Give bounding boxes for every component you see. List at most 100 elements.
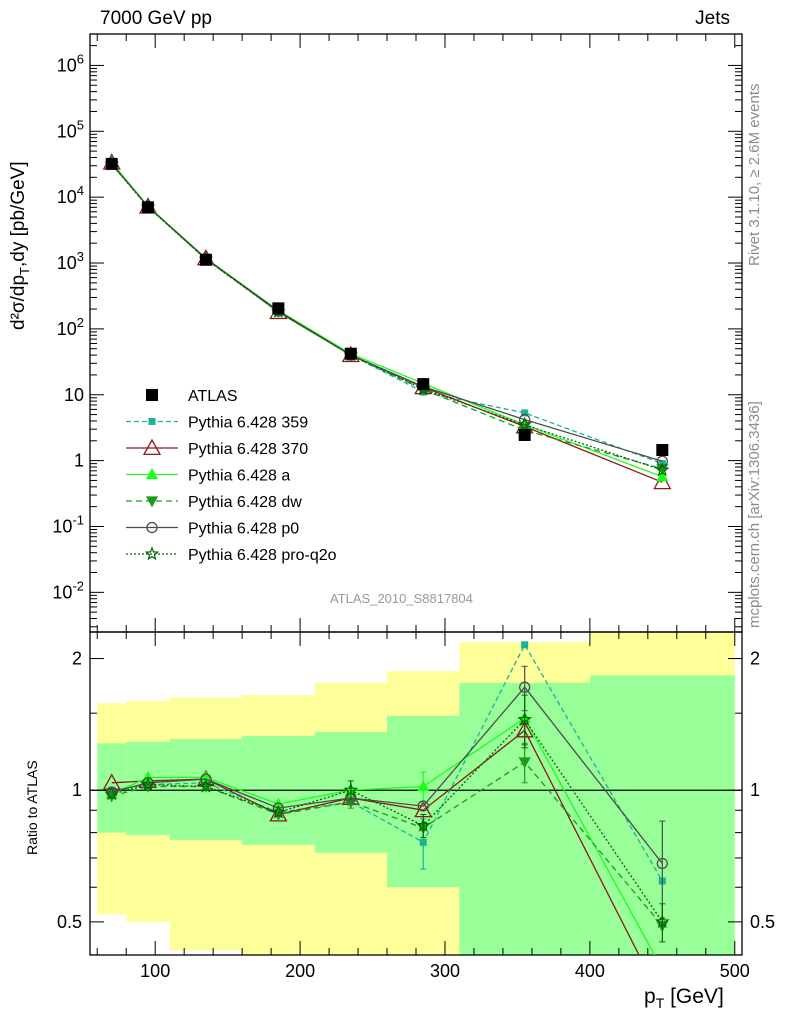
ratio-point-pp0 — [272, 802, 285, 814]
ratio-point-pq2o — [517, 711, 532, 726]
y-tick-label: 103 — [57, 249, 84, 273]
y-tick-exponent: 2 — [77, 315, 84, 330]
x-axis-label: pT [GeV] — [644, 985, 724, 1011]
main-line-pq2o — [111, 163, 663, 471]
legend-label-data: ATLAS — [188, 388, 238, 405]
legend-label-pdw: Pythia 6.428 dw — [188, 494, 302, 511]
x-tick-label: 300 — [430, 961, 460, 981]
main-line-p370 — [111, 162, 663, 483]
ratio-uncertainty-bands — [97, 632, 735, 955]
ratio-point-pq2o — [198, 778, 214, 793]
legend-label-pa: Pythia 6.428 a — [188, 468, 290, 485]
main-point-data — [656, 443, 669, 456]
ratio-point-pq2o — [140, 776, 156, 791]
ratio-panel-series — [102, 641, 670, 955]
y-tick-exponent: 5 — [77, 117, 84, 132]
main-point-data — [272, 302, 285, 315]
y-tick-label: 104 — [57, 183, 84, 207]
main-point-data — [199, 253, 212, 266]
ratio-point-pq2o — [271, 804, 286, 819]
legend: ATLAS Pythia 6.428 359 Pythia 6.428 370 Pyt… — [126, 388, 337, 564]
legend-label-p359: Pythia 6.428 359 — [188, 415, 308, 432]
ratio-point-pp0 — [200, 773, 212, 785]
x-label-main: p — [644, 985, 656, 1008]
x-tick-label: 200 — [285, 961, 315, 981]
observable-label: Jets — [695, 8, 730, 29]
main-y-axis-label: d²σ/dpT,dy [pb/GeV] — [8, 161, 32, 330]
y-label-sub: T — [16, 267, 32, 275]
ratio-point-p359 — [419, 838, 427, 846]
ratio-y-tick-label: 1 — [750, 780, 760, 800]
legend-marker-pa — [145, 468, 159, 480]
ratio-line-p359 — [111, 643, 663, 882]
main-point-pp0 — [656, 455, 668, 467]
ratio-point-pp0 — [519, 681, 531, 693]
y-tick-label: 105 — [57, 117, 84, 141]
ratio-point-pdw — [518, 757, 531, 769]
beam-label: 7000 GeV pp — [100, 8, 212, 29]
legend-label-p370: Pythia 6.428 370 — [188, 441, 308, 458]
x-tick-label: 100 — [140, 961, 170, 981]
ratio-y-tick-label: 0.5 — [57, 912, 82, 932]
main-point-pp0 — [519, 413, 531, 426]
legend-marker-pq2o — [144, 546, 160, 561]
y-tick-exponent: -2 — [72, 578, 84, 593]
legend-marker-p359 — [148, 418, 156, 425]
ratio-point-pq2o — [655, 914, 670, 929]
mcplots-label: mcplots.cern.ch [arXiv:1306.3436] — [746, 401, 763, 628]
ratio-panel-frame: 100 200 300 400 500 0.5 0.5 1 1 2 2 — [57, 631, 775, 981]
y-tick-label: 10-1 — [52, 512, 84, 536]
ratio-y-axis-label: Ratio to ATLAS — [24, 760, 40, 855]
analysis-tag: ATLAS_2010_S8817804 — [330, 591, 473, 606]
main-point-data — [518, 428, 531, 441]
ratio-point-pq2o — [343, 782, 359, 797]
main-point-pa — [656, 470, 669, 482]
main-point-data — [105, 157, 118, 170]
ratio-line-pp0 — [111, 686, 663, 864]
y-label-main: d²σ/dp — [8, 274, 29, 330]
ratio-y-tick-label: 0.5 — [750, 912, 775, 932]
y-tick-label: 10 — [64, 385, 84, 405]
main-point-data — [141, 201, 154, 214]
ratio-y-tick-label: 1 — [72, 780, 82, 800]
ratio-line-p370 — [111, 729, 640, 955]
ratio-y-tick-label: 2 — [72, 649, 82, 669]
y-tick-exponent: 3 — [77, 249, 84, 264]
ratio-series-pq2o — [104, 694, 670, 943]
main-point-data — [344, 347, 357, 360]
ratio-point-pp0 — [656, 857, 668, 870]
ratio-point-pp0 — [417, 800, 429, 812]
main-point-data — [417, 378, 430, 391]
ratio-y-tick-label: 2 — [750, 649, 760, 669]
x-label-sub: T — [655, 995, 665, 1012]
legend-marker-pp0 — [146, 521, 158, 534]
rivet-version-label: Rivet 3.1.10, ≥ 2.6M events — [746, 83, 763, 267]
y-tick-label: 106 — [57, 51, 84, 75]
legend-marker-p370 — [142, 438, 162, 456]
main-point-p359 — [521, 409, 529, 417]
ratio-line-pdw — [111, 761, 663, 927]
ratio-point-pq2o — [415, 817, 431, 832]
main-point-p370 — [653, 472, 672, 490]
y-tick-label: 10-2 — [52, 578, 84, 602]
y-tick-label: 102 — [57, 315, 84, 339]
legend-marker-data — [146, 389, 158, 401]
y-tick-exponent: -1 — [72, 512, 84, 527]
legend-label-pq2o: Pythia 6.428 pro-q2o — [188, 547, 337, 564]
x-tick-label: 400 — [575, 961, 605, 981]
legend-label-pp0: Pythia 6.428 p0 — [188, 521, 299, 538]
main-point-pq2o — [517, 417, 532, 431]
ratio-point-p359 — [521, 641, 529, 649]
ratio-point-pa — [417, 780, 430, 792]
y-tick-exponent: 4 — [77, 183, 84, 198]
ratio-point-pq2o — [104, 786, 119, 801]
main-panel-series — [102, 153, 672, 490]
x-tick-label: 500 — [720, 961, 750, 981]
ratio-line-pa — [111, 717, 656, 955]
y-label-rest: ,dy [pb/GeV] — [8, 161, 29, 267]
legend-marker-pdw — [145, 496, 159, 508]
y-tick-label: 1 — [74, 451, 84, 471]
main-point-pq2o — [655, 462, 670, 477]
x-label-unit: [GeV] — [664, 985, 724, 1008]
